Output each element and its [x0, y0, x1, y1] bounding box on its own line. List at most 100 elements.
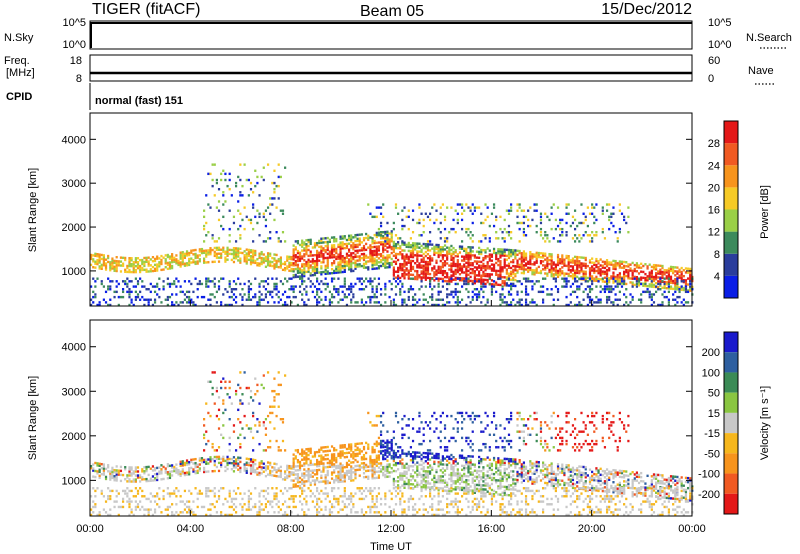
velocity-cell	[194, 513, 197, 517]
velocity-cell	[311, 492, 314, 495]
velocity-cell	[328, 481, 331, 485]
power-cell	[301, 239, 304, 242]
power-cell	[320, 265, 323, 268]
power-cell	[588, 285, 592, 288]
velocity-cell	[345, 455, 349, 459]
power-cell	[475, 295, 479, 299]
power-cell	[409, 261, 413, 265]
power-cell	[347, 268, 351, 271]
power-cell	[320, 237, 323, 240]
power-cell	[247, 194, 250, 197]
power-cell	[559, 267, 562, 271]
velocity-cell	[358, 497, 361, 501]
power-cell	[584, 270, 587, 274]
power-cell	[258, 303, 261, 307]
velocity-cell	[228, 457, 231, 461]
power-cell	[576, 303, 579, 307]
velocity-cell	[237, 418, 240, 421]
power-cell	[407, 277, 410, 280]
power-cell	[243, 227, 246, 231]
power-cell	[586, 224, 589, 228]
velocity-cell	[203, 505, 206, 509]
power-cell	[584, 280, 587, 283]
power-cell	[239, 191, 242, 194]
power-cell	[350, 282, 353, 286]
power-cell	[262, 166, 265, 169]
power-cell	[450, 274, 453, 277]
power-cell	[343, 280, 346, 283]
velocity-cell	[345, 471, 349, 475]
power-cell	[446, 272, 449, 275]
power-cell	[411, 230, 415, 234]
velocity-cell	[294, 483, 297, 486]
power-cell	[365, 242, 368, 246]
power-cell	[665, 275, 668, 278]
velocity-cell	[309, 481, 312, 485]
velocity-cell	[252, 458, 255, 461]
power-cell	[286, 255, 289, 258]
power-cell	[686, 271, 690, 274]
velocity-cell	[94, 475, 97, 479]
power-cell	[593, 279, 596, 282]
power-cell	[518, 301, 521, 304]
power-cell	[284, 240, 287, 243]
power-cell	[181, 301, 184, 304]
velocity-cell	[177, 469, 180, 472]
power-cell	[252, 240, 255, 243]
power-cell	[224, 200, 227, 203]
power-cell	[450, 270, 453, 273]
velocity-cell	[179, 511, 182, 514]
velocity-cell	[307, 447, 310, 451]
power-cell	[544, 277, 547, 280]
power-cell	[343, 262, 346, 266]
velocity-cell	[249, 430, 253, 433]
power-cell	[341, 285, 344, 288]
power-cell	[416, 260, 419, 263]
velocity-cell	[360, 450, 363, 453]
power-cell	[371, 249, 374, 253]
velocity-cell	[298, 460, 302, 464]
power-cell	[330, 246, 334, 249]
velocity-cell	[171, 470, 174, 473]
velocity-cell	[330, 465, 334, 468]
velocity-cell	[316, 472, 319, 476]
velocity-cell	[245, 463, 248, 466]
power-cell	[275, 285, 278, 288]
power-cell	[318, 255, 321, 258]
power-cell	[467, 263, 470, 267]
power-cell	[439, 212, 442, 215]
power-cell	[269, 290, 272, 294]
power-cell	[362, 246, 366, 250]
velocity-cell	[326, 457, 329, 461]
power-cell	[339, 263, 342, 266]
power-cell	[330, 268, 334, 271]
power-cell	[497, 252, 500, 255]
power-cell	[605, 278, 609, 282]
power-cell	[375, 288, 378, 291]
velocity-cell	[228, 495, 231, 498]
velocity-cell	[328, 500, 331, 503]
velocity-cell	[168, 470, 172, 474]
power-cell	[550, 253, 553, 256]
velocity-cell	[90, 508, 93, 511]
velocity-cell	[136, 466, 140, 469]
power-cell	[243, 282, 246, 286]
power-cell	[213, 194, 216, 197]
power-cell	[467, 279, 470, 282]
power-cell	[431, 259, 434, 262]
power-cell	[145, 298, 148, 301]
power-cell	[661, 293, 664, 296]
power-cell	[379, 293, 383, 296]
power-cell	[463, 255, 466, 258]
velocity-cell	[273, 492, 276, 495]
power-cell	[109, 288, 112, 291]
power-cell	[686, 267, 690, 270]
power-cell	[203, 249, 206, 253]
velocity-cell	[326, 492, 329, 495]
power-cell	[356, 249, 359, 252]
power-cell	[471, 271, 474, 275]
velocity-cell	[324, 497, 327, 501]
power-cell	[420, 254, 423, 257]
power-cell	[203, 227, 206, 231]
power-cell	[96, 253, 99, 256]
